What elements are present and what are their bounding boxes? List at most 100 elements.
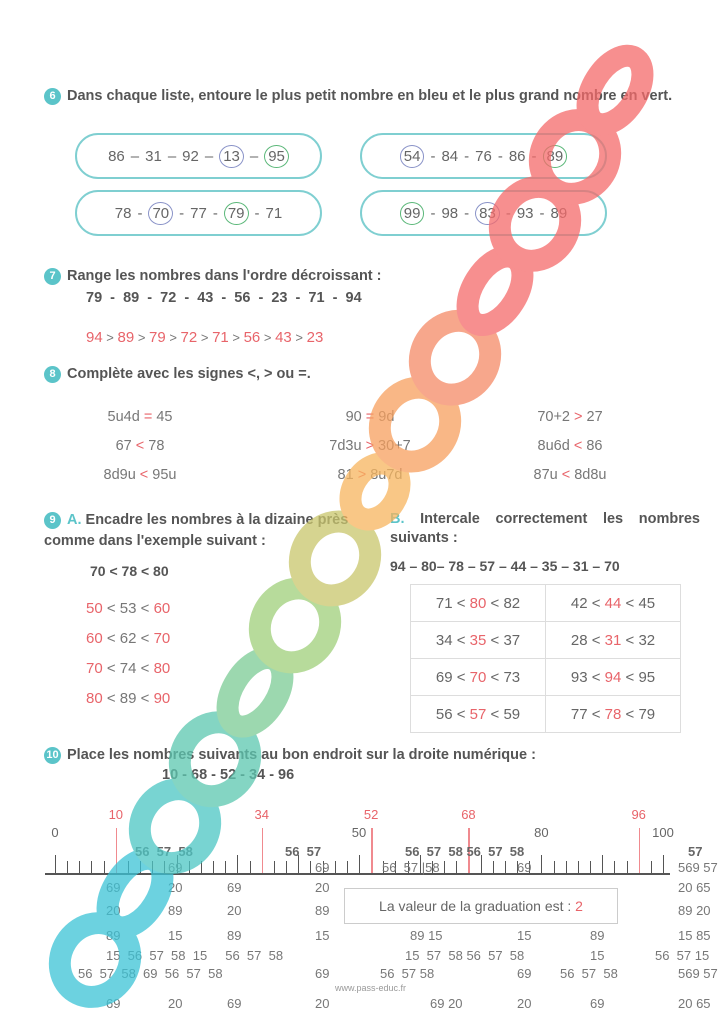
ex8-number-badge: 8 bbox=[44, 366, 61, 383]
tick-mark bbox=[407, 861, 409, 873]
scan-artifact-text: 20 bbox=[517, 996, 532, 1011]
separator: – bbox=[204, 147, 214, 165]
separator: - bbox=[497, 147, 503, 165]
sign: > bbox=[197, 330, 213, 345]
table-cell: 34 < 35 < 37 bbox=[410, 621, 546, 659]
tick-mark bbox=[273, 861, 275, 873]
answer-number: 71 bbox=[212, 329, 229, 346]
tick-mark bbox=[286, 861, 288, 873]
sign: > bbox=[357, 467, 367, 483]
tick-mark bbox=[541, 855, 543, 873]
scan-artifact-text: 69 bbox=[517, 966, 532, 981]
upper-ten: 80 bbox=[153, 660, 171, 677]
number-list-pill: 86–31–92–13–95 bbox=[75, 133, 322, 179]
placed-tick bbox=[261, 828, 264, 873]
circled-min-number: 54 bbox=[399, 144, 425, 168]
scan-artifact-text: 56 57 bbox=[285, 844, 322, 859]
list-number: 86 bbox=[508, 147, 526, 165]
number-list-pill: 78-70-77-79-71 bbox=[75, 190, 322, 236]
scan-artifact-text: 69 bbox=[106, 880, 121, 895]
graduation-value: 2 bbox=[575, 898, 583, 914]
bracket-row: 70 < 74 < 80 bbox=[86, 660, 170, 677]
bound: 77 < bbox=[570, 705, 605, 723]
sign: > bbox=[228, 330, 244, 345]
tick-mark bbox=[650, 861, 652, 873]
tick-mark bbox=[249, 861, 251, 873]
scan-artifact-text: 15 85 bbox=[678, 928, 711, 943]
sign: > bbox=[134, 330, 150, 345]
tick-mark bbox=[602, 855, 604, 873]
table-row: 69 < 70 < 73 93 < 94 < 95 bbox=[410, 658, 681, 696]
tick-mark bbox=[103, 861, 105, 873]
ex9a-text: Encadre les nombres à la dizaine près co… bbox=[44, 512, 349, 549]
tick-mark bbox=[200, 861, 202, 873]
ex10-instruction: 10 Place les nombres suivants au bon endr… bbox=[44, 747, 536, 764]
right-expr: 27 bbox=[582, 409, 603, 425]
tick-mark bbox=[67, 861, 69, 873]
placed-label: 96 bbox=[631, 807, 646, 822]
scan-artifact-text: 69 bbox=[106, 996, 121, 1011]
ex7-number-badge: 7 bbox=[44, 268, 61, 285]
bound: 28 < bbox=[570, 631, 605, 649]
comparison: 87u < 8d8u bbox=[480, 467, 660, 483]
bound: 34 < bbox=[435, 631, 470, 649]
tick-mark bbox=[480, 855, 482, 873]
ex6-instruction: 6 Dans chaque liste, entoure le plus peti… bbox=[44, 86, 684, 106]
comparison: 70+2 > 27 bbox=[480, 409, 660, 425]
lower-ten: 80 bbox=[86, 690, 103, 707]
sign: > bbox=[102, 330, 118, 345]
tick-mark bbox=[213, 861, 215, 873]
scan-artifact-text: 20 bbox=[168, 880, 183, 895]
table-row: 34 < 35 < 37 28 < 31 < 32 bbox=[410, 621, 681, 659]
scan-artifact-text: 56 57 15 bbox=[655, 948, 710, 963]
answer-number: 79 bbox=[149, 329, 166, 346]
tick-mark bbox=[504, 861, 506, 873]
watermark-letter-shape bbox=[216, 647, 294, 738]
circled-min-number: 13 bbox=[219, 144, 244, 168]
ex9b-table: 71 < 80 < 82 42 < 44 < 45 34 < 35 < 37 28 <… bbox=[410, 584, 681, 733]
circled-min-number: 70 bbox=[148, 201, 174, 225]
circled-min-number: 83 bbox=[475, 201, 500, 225]
scan-artifact-text: 569 57 bbox=[678, 966, 718, 981]
sign: < bbox=[561, 467, 571, 483]
placed-tick bbox=[468, 828, 470, 873]
table-cell: 93 < 94 < 95 bbox=[545, 658, 681, 696]
bound: < 95 bbox=[621, 668, 656, 686]
scan-artifact-text: 20 bbox=[315, 880, 330, 895]
sign: > bbox=[165, 330, 181, 345]
graduation-label: La valeur de la graduation est : bbox=[379, 898, 572, 914]
sign: < bbox=[139, 467, 149, 483]
tick-mark bbox=[419, 855, 421, 873]
separator: - bbox=[531, 147, 537, 165]
scan-artifact-text: 89 20 bbox=[678, 903, 711, 918]
axis-label: 50 bbox=[351, 825, 367, 840]
ex9b-numbers: 94 – 80– 78 – 57 – 44 – 35 – 31 – 70 bbox=[390, 558, 620, 574]
answer-number: 43 bbox=[275, 329, 292, 346]
tick-mark bbox=[237, 855, 239, 873]
separator: - bbox=[430, 204, 436, 222]
scan-artifact-text: 20 65 bbox=[678, 880, 711, 895]
bound: < 73 bbox=[486, 668, 521, 686]
number: < 53 < bbox=[102, 600, 154, 617]
axis-label: 80 bbox=[534, 825, 549, 840]
bound: 93 < bbox=[570, 668, 605, 686]
scan-artifact-text: 57 bbox=[688, 844, 703, 859]
watermark-letter-shape bbox=[248, 577, 342, 674]
table-cell: 77 < 78 < 79 bbox=[545, 695, 681, 733]
bracket-row: 50 < 53 < 60 bbox=[86, 600, 170, 617]
ex7-instruction: 7 Range les nombres dans l'ordre décroiss… bbox=[44, 268, 381, 285]
tick-mark bbox=[127, 861, 129, 873]
table-cell: 28 < 31 < 32 bbox=[545, 621, 681, 659]
scan-artifact-text: 69 bbox=[168, 860, 183, 875]
scan-artifact-text: 89 bbox=[315, 903, 330, 918]
scan-artifact-text: 56 57 58 56 57 58 bbox=[405, 844, 525, 859]
left-expr: 8u6d bbox=[537, 438, 574, 454]
bound: < 45 bbox=[621, 594, 656, 612]
separator: - bbox=[212, 204, 218, 222]
ex8-text: Complète avec les signes <, > ou =. bbox=[67, 366, 311, 382]
table-cell: 71 < 80 < 82 bbox=[410, 584, 546, 622]
separator: - bbox=[539, 204, 545, 222]
number: < 62 < bbox=[102, 630, 154, 647]
table-cell: 69 < 70 < 73 bbox=[410, 658, 546, 696]
list-number: 92 bbox=[182, 147, 199, 165]
